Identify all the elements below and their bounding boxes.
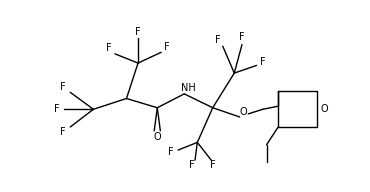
Text: F: F <box>210 161 216 170</box>
Text: F: F <box>60 82 65 92</box>
Text: F: F <box>60 127 65 137</box>
Text: NH: NH <box>181 84 195 94</box>
Text: F: F <box>165 42 170 52</box>
Text: F: F <box>260 56 266 67</box>
Text: F: F <box>135 27 141 37</box>
Text: F: F <box>168 147 173 157</box>
Text: O: O <box>320 104 328 114</box>
Text: F: F <box>54 104 59 114</box>
Text: F: F <box>106 43 112 53</box>
Text: F: F <box>215 35 221 45</box>
Text: F: F <box>239 32 245 42</box>
Text: O: O <box>240 107 247 117</box>
Text: F: F <box>189 161 195 170</box>
Text: O: O <box>154 132 161 142</box>
